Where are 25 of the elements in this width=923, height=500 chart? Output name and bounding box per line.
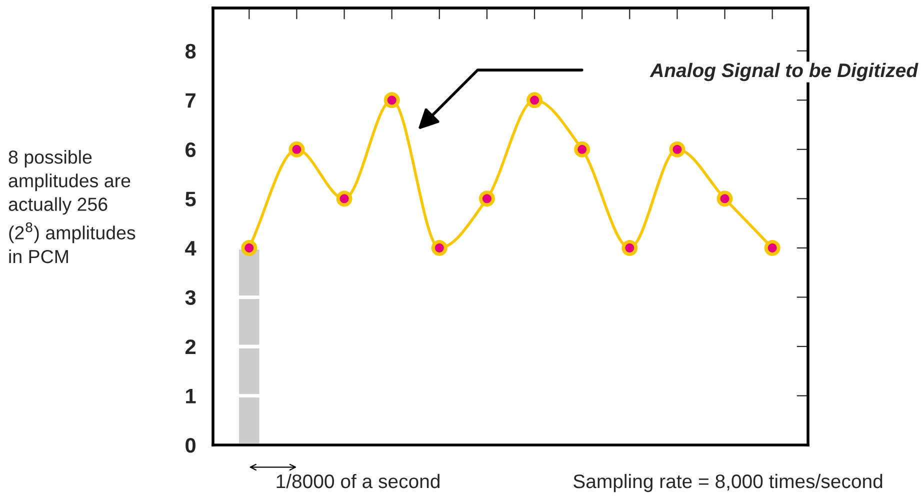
point — [574, 141, 590, 158]
y-tick-label: 7 — [186, 93, 196, 108]
y-tick-label: 3 — [185, 290, 196, 305]
y-tick-label: 0 — [186, 438, 196, 453]
point — [764, 240, 780, 256]
text: Sampling rate = 8,000 times/second — [574, 474, 882, 492]
point — [669, 141, 686, 158]
point — [478, 190, 495, 207]
text: 1/8000 of a second — [276, 474, 440, 488]
point — [288, 141, 305, 158]
y-tick-label: 4 — [185, 241, 196, 256]
y-tick-label: 5 — [185, 192, 196, 206]
y-tick-label: 6 — [186, 142, 196, 158]
point — [241, 240, 258, 256]
annotation: Analog Signal to be Digitized — [650, 62, 918, 82]
point — [716, 190, 733, 207]
point — [336, 190, 352, 207]
point — [384, 92, 400, 108]
y-tick-label: 2 — [185, 339, 196, 354]
point — [622, 240, 638, 256]
y-tick-label: 8 — [185, 44, 196, 59]
text: 8 possible amplitudes are actually 256 (2$^{8}$) amplitudes in PCM — [8, 150, 136, 264]
point — [431, 240, 448, 256]
y-tick-label: 1 — [186, 388, 196, 404]
point — [526, 92, 543, 108]
